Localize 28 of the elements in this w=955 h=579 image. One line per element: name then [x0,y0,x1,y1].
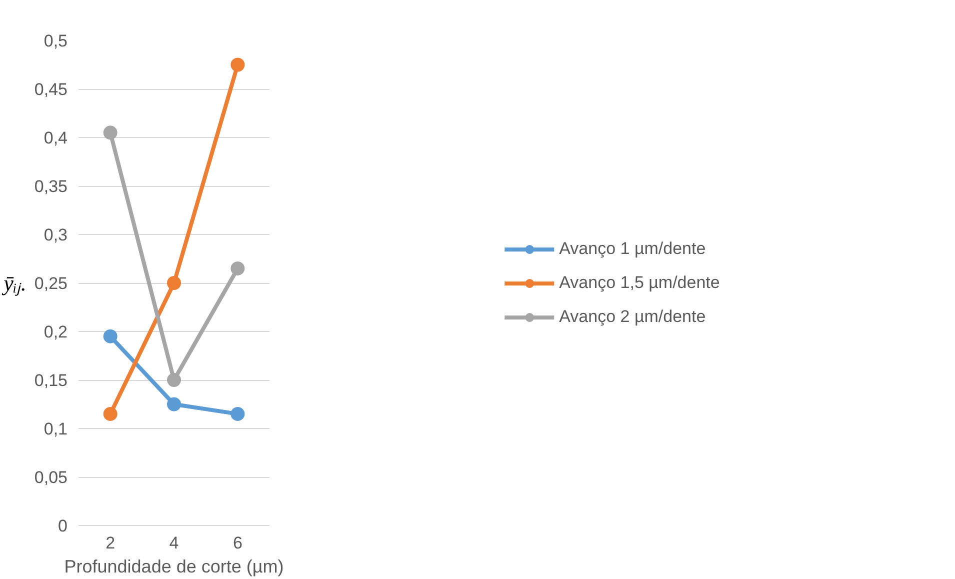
x-axis-title: Profundidade de corte (µm) [64,556,284,576]
y-axis-title: ȳᵢⱼ. [2,270,26,296]
legend-label: Avanço 2 µm/dente [559,306,706,326]
x-tick-label: 2 [106,534,116,552]
point [230,261,245,276]
point [230,406,245,421]
y-tick-label: 0,15 [34,371,68,390]
x-tick-label: 4 [169,534,179,552]
y-tick-label: 0,25 [34,274,68,293]
point [103,329,118,344]
y-tick-label: 0,4 [44,128,68,148]
y-tick-label: 0,3 [44,226,68,244]
y-tick-label: 0,5 [44,32,68,50]
y-tick-label: 0,35 [34,177,68,196]
point [167,373,181,387]
y-tick-label: 0,05 [34,468,68,487]
y-tick-label: 0,45 [34,80,68,99]
y-tick-label: 0,2 [44,322,68,342]
point [230,58,245,72]
y-tick-label: 0 [58,516,68,536]
x-tick-label: 6 [232,534,242,552]
point [167,397,181,412]
y-tick-label: 0,1 [44,420,68,438]
point [167,276,181,290]
point [103,406,118,421]
legend-label: Avanço 1 µm/dente [559,238,706,258]
legend-label: Avanço 1,5 µm/dente [559,272,720,292]
point [103,126,118,140]
